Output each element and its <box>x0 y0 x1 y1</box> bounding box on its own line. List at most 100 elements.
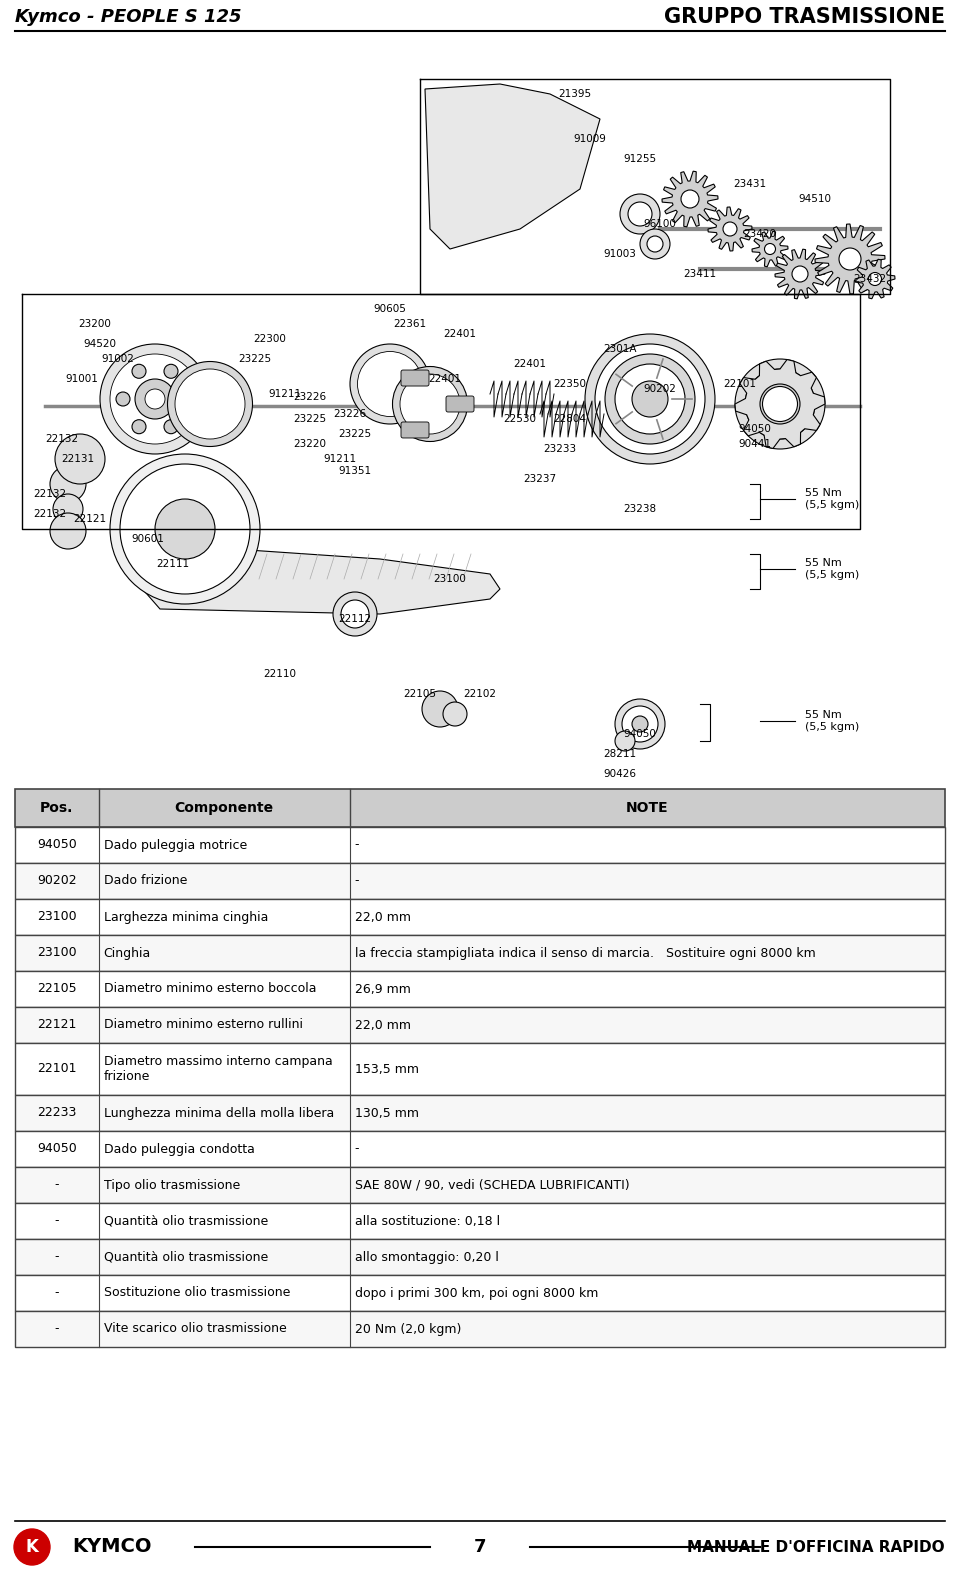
Text: 94050: 94050 <box>37 839 77 852</box>
Circle shape <box>640 229 670 259</box>
Text: 91009: 91009 <box>573 133 607 145</box>
Text: 22105: 22105 <box>37 982 77 995</box>
FancyBboxPatch shape <box>401 423 429 439</box>
Circle shape <box>14 1529 50 1565</box>
Text: frizione: frizione <box>104 1069 150 1082</box>
Text: la freccia stampigliata indica il senso di marcia.   Sostituire ogni 8000 km: la freccia stampigliata indica il senso … <box>355 947 816 960</box>
Ellipse shape <box>145 389 165 408</box>
Circle shape <box>595 343 705 454</box>
Circle shape <box>53 494 83 524</box>
Text: 22105: 22105 <box>403 690 437 699</box>
Text: Larghezza minima cinghia: Larghezza minima cinghia <box>104 910 268 923</box>
Text: 23100: 23100 <box>37 910 77 923</box>
Text: 23225: 23225 <box>339 429 372 439</box>
Text: 94050: 94050 <box>624 729 657 739</box>
Text: 22401: 22401 <box>428 373 462 385</box>
Text: 22300: 22300 <box>253 334 286 343</box>
Text: 90601: 90601 <box>132 534 164 543</box>
Text: 22101: 22101 <box>724 380 756 389</box>
Circle shape <box>615 731 635 752</box>
Circle shape <box>620 194 660 234</box>
Text: Kymco - PEOPLE S 125: Kymco - PEOPLE S 125 <box>15 8 242 25</box>
Text: 23411: 23411 <box>684 269 716 280</box>
Text: -: - <box>355 839 359 852</box>
Text: 23225: 23225 <box>238 354 272 364</box>
FancyBboxPatch shape <box>401 370 429 386</box>
Bar <box>15 1042 945 1095</box>
Text: 91211: 91211 <box>269 389 301 399</box>
Text: 22,0 mm: 22,0 mm <box>355 1019 411 1031</box>
Text: Diametro massimo interno campana: Diametro massimo interno campana <box>104 1055 332 1068</box>
Polygon shape <box>855 259 895 299</box>
Text: 23200: 23200 <box>79 319 111 329</box>
Text: Componente: Componente <box>175 801 274 815</box>
Circle shape <box>422 691 458 728</box>
Ellipse shape <box>167 362 252 447</box>
Text: 90426: 90426 <box>604 769 636 779</box>
Text: Pos.: Pos. <box>40 801 74 815</box>
Bar <box>15 1274 945 1311</box>
Text: 94050: 94050 <box>37 1142 77 1155</box>
Circle shape <box>762 386 798 421</box>
Circle shape <box>164 419 178 434</box>
Text: -: - <box>55 1251 60 1263</box>
Circle shape <box>622 706 658 742</box>
Text: 22530: 22530 <box>503 415 537 424</box>
Text: 22233: 22233 <box>37 1106 77 1120</box>
Text: 23420: 23420 <box>743 229 777 238</box>
Circle shape <box>745 369 815 439</box>
Ellipse shape <box>357 351 422 416</box>
Text: 96100: 96100 <box>643 219 677 229</box>
Text: 55 Nm
(5,5 kgm): 55 Nm (5,5 kgm) <box>805 488 859 510</box>
Text: Dado puleggia motrice: Dado puleggia motrice <box>104 839 247 852</box>
Text: 22110: 22110 <box>263 669 297 679</box>
Circle shape <box>164 364 178 378</box>
Text: 130,5 mm: 130,5 mm <box>355 1106 419 1120</box>
Text: 90605: 90605 <box>373 303 406 315</box>
Circle shape <box>760 385 800 424</box>
Text: 94510: 94510 <box>799 194 831 203</box>
Text: -: - <box>55 1287 60 1300</box>
Bar <box>15 863 945 899</box>
Text: 22112: 22112 <box>339 613 372 624</box>
Text: 90441: 90441 <box>738 439 772 450</box>
Text: 22350: 22350 <box>554 380 587 389</box>
Text: Diametro minimo esterno rullini: Diametro minimo esterno rullini <box>104 1019 302 1031</box>
Circle shape <box>681 191 699 208</box>
Text: Lunghezza minima della molla libera: Lunghezza minima della molla libera <box>104 1106 334 1120</box>
Polygon shape <box>425 84 600 249</box>
Circle shape <box>735 359 825 450</box>
FancyBboxPatch shape <box>446 396 474 412</box>
Polygon shape <box>662 172 718 227</box>
Bar <box>15 934 945 971</box>
Text: 28211: 28211 <box>604 748 636 760</box>
Ellipse shape <box>135 380 175 419</box>
Text: Quantità olio trasmissione: Quantità olio trasmissione <box>104 1214 268 1227</box>
Circle shape <box>628 202 652 226</box>
Circle shape <box>55 434 105 485</box>
Circle shape <box>443 702 467 726</box>
Text: K: K <box>26 1538 38 1556</box>
Circle shape <box>839 248 861 270</box>
Text: 91003: 91003 <box>604 249 636 259</box>
Text: SAE 80W / 90, vedi (SCHEDA LUBRIFICANTI): SAE 80W / 90, vedi (SCHEDA LUBRIFICANTI) <box>355 1179 630 1192</box>
Circle shape <box>869 272 881 286</box>
Circle shape <box>132 364 146 378</box>
Text: alla sostituzione: 0,18 l: alla sostituzione: 0,18 l <box>355 1214 500 1227</box>
Circle shape <box>50 513 86 550</box>
Text: 22401: 22401 <box>514 359 546 369</box>
Circle shape <box>632 381 668 416</box>
Polygon shape <box>815 224 885 294</box>
Circle shape <box>155 499 215 559</box>
Text: KYMCO: KYMCO <box>72 1538 152 1557</box>
Polygon shape <box>115 529 500 613</box>
Text: 94050: 94050 <box>738 424 772 434</box>
Bar <box>15 1131 945 1166</box>
Text: 23237: 23237 <box>523 474 557 485</box>
Text: 91001: 91001 <box>65 373 99 385</box>
Text: NOTE: NOTE <box>626 801 669 815</box>
Circle shape <box>792 265 808 281</box>
Text: 23226: 23226 <box>333 408 367 419</box>
Text: 23100: 23100 <box>434 574 467 585</box>
Text: 22111: 22111 <box>156 559 189 569</box>
